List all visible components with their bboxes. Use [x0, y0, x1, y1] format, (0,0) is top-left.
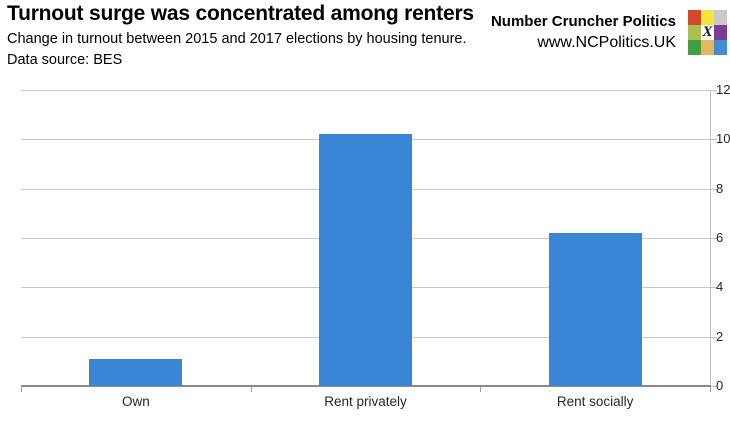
- logo-cell: [688, 40, 701, 55]
- y-axis-tick-label: 0: [716, 378, 724, 393]
- logo-cell: [688, 25, 701, 40]
- y-axis-tick: [711, 386, 717, 387]
- x-axis-category-label: Rent socially: [556, 394, 634, 409]
- y-axis-tick: [711, 287, 717, 288]
- logo-cell: [701, 40, 714, 55]
- brand-logo-icon: X: [688, 10, 727, 55]
- y-axis-line: [710, 90, 711, 387]
- x-axis-tick: [251, 387, 252, 392]
- y-axis-tick-label: 8: [716, 181, 724, 196]
- y-axis-tick-label: 10: [716, 131, 730, 146]
- brand-url: www.NCPolitics.UK: [537, 34, 676, 51]
- y-axis-tick: [711, 90, 717, 91]
- x-axis-tick: [710, 387, 711, 392]
- bar-own: [89, 358, 183, 386]
- logo-cell: [714, 40, 727, 55]
- y-axis-tick: [711, 189, 717, 190]
- logo-cell: [688, 10, 701, 25]
- chart-title: Turnout surge was concentrated among ren…: [7, 2, 474, 25]
- gridline: [21, 90, 710, 91]
- brand-block: Number Cruncher Politics www.NCPolitics.…: [491, 12, 676, 53]
- logo-cell: [714, 10, 727, 25]
- bar-rent-privately: [319, 134, 412, 386]
- y-axis-tick: [711, 238, 717, 239]
- logo-cell: [714, 25, 727, 40]
- bar-rent-socially: [548, 233, 642, 386]
- y-axis-tick-label: 12: [716, 82, 730, 97]
- logo-cell: X: [701, 24, 714, 40]
- y-axis-tick-label: 4: [716, 279, 724, 294]
- plot-area: [21, 90, 717, 392]
- brand-name: Number Cruncher Politics: [490, 13, 676, 30]
- logo-cell: [701, 10, 714, 25]
- y-axis-tick: [711, 139, 717, 140]
- x-axis-tick: [480, 387, 481, 392]
- y-axis-tick: [711, 337, 717, 338]
- x-axis-category-label: Rent privately: [324, 394, 407, 409]
- y-axis-tick-label: 2: [716, 329, 724, 344]
- data-source-note: Data source: BES: [7, 52, 123, 68]
- chart-subtitle: Change in turnout between 2015 and 2017 …: [7, 31, 467, 47]
- x-axis-tick: [21, 387, 22, 392]
- x-axis-category-label: Own: [121, 394, 150, 409]
- x-axis-line: [21, 385, 711, 387]
- y-axis-tick-label: 6: [716, 230, 724, 245]
